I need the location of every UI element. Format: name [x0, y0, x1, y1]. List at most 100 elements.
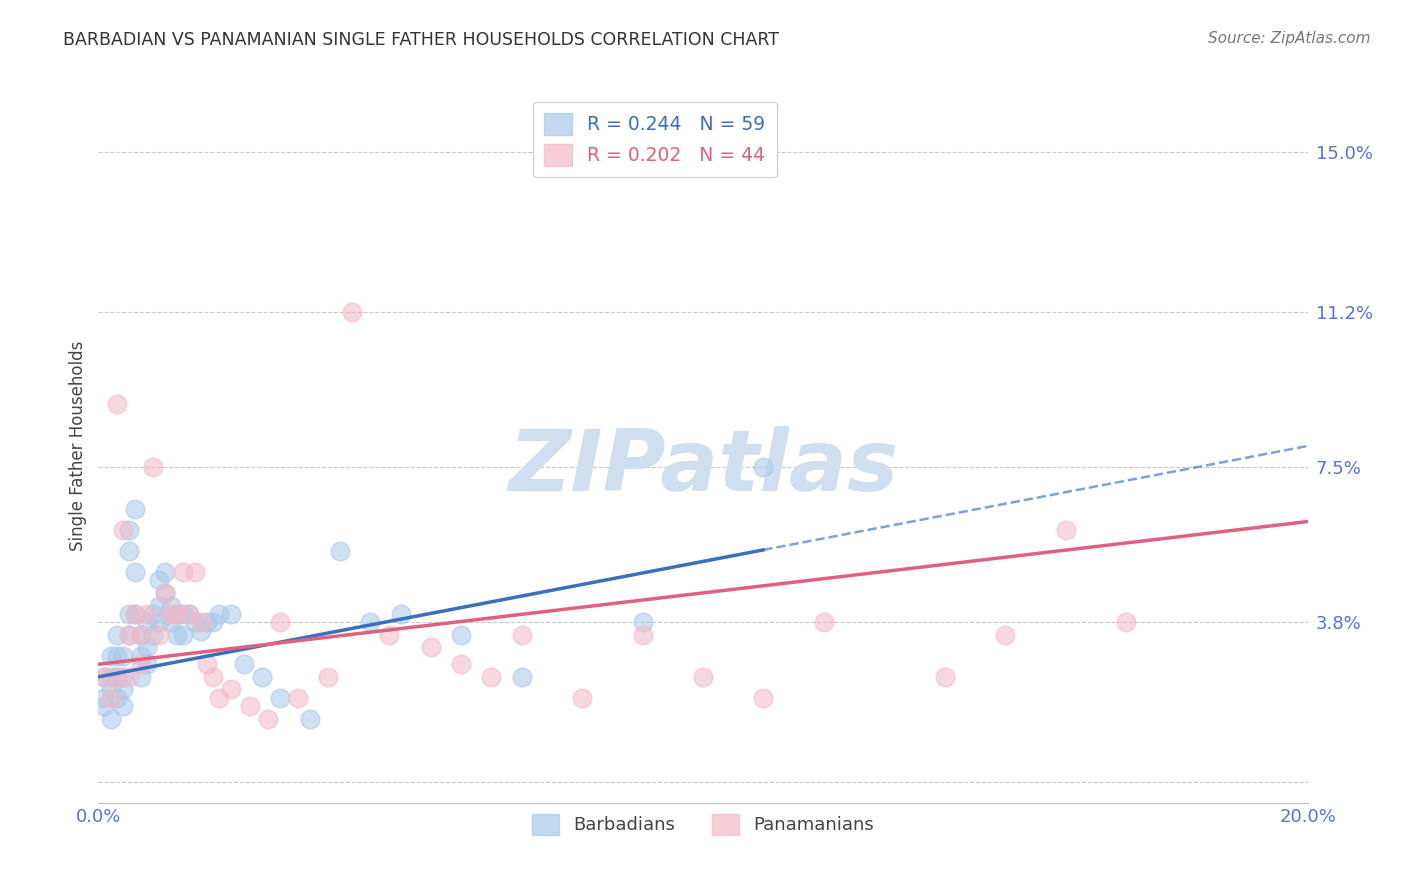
Point — [142, 607, 165, 621]
Point — [269, 615, 291, 630]
Point — [1115, 615, 1137, 630]
Point — [124, 607, 146, 621]
Point — [100, 648, 122, 663]
Point — [135, 615, 157, 630]
Point — [160, 615, 183, 630]
Point — [148, 628, 170, 642]
Point — [129, 648, 152, 663]
Point — [179, 607, 201, 621]
Point — [256, 712, 278, 726]
Point — [239, 699, 262, 714]
Point — [153, 586, 176, 600]
Point — [148, 599, 170, 613]
Point — [287, 690, 309, 705]
Point — [342, 304, 364, 318]
Point — [129, 628, 152, 642]
Point — [232, 657, 254, 672]
Point — [195, 615, 218, 630]
Point — [100, 682, 122, 697]
Point — [93, 690, 115, 705]
Point — [250, 670, 273, 684]
Point — [269, 690, 291, 705]
Point — [93, 670, 115, 684]
Point — [221, 682, 243, 697]
Point — [1054, 523, 1077, 537]
Point — [166, 607, 188, 621]
Point — [202, 615, 225, 630]
Point — [299, 712, 322, 726]
Y-axis label: Single Father Households: Single Father Households — [69, 341, 87, 551]
Point — [118, 607, 141, 621]
Point — [172, 565, 194, 579]
Point — [129, 628, 152, 642]
Point — [360, 615, 382, 630]
Point — [118, 628, 141, 642]
Point — [202, 670, 225, 684]
Point — [93, 670, 115, 684]
Point — [111, 648, 134, 663]
Point — [135, 607, 157, 621]
Point — [316, 670, 339, 684]
Point — [166, 628, 188, 642]
Point — [752, 690, 775, 705]
Legend: Barbadians, Panamanians: Barbadians, Panamanians — [523, 805, 883, 844]
Point — [135, 640, 157, 655]
Point — [172, 628, 194, 642]
Text: ZIPatlas: ZIPatlas — [508, 425, 898, 509]
Point — [124, 565, 146, 579]
Point — [118, 628, 141, 642]
Point — [160, 599, 183, 613]
Point — [129, 657, 152, 672]
Point — [813, 615, 835, 630]
Point — [124, 607, 146, 621]
Point — [142, 460, 165, 475]
Point — [153, 565, 176, 579]
Point — [135, 657, 157, 672]
Point — [93, 699, 115, 714]
Point — [481, 670, 503, 684]
Point — [160, 607, 183, 621]
Point — [105, 648, 128, 663]
Point — [100, 712, 122, 726]
Point — [118, 670, 141, 684]
Point — [692, 670, 714, 684]
Point — [111, 682, 134, 697]
Point — [118, 544, 141, 558]
Point — [190, 615, 212, 630]
Point — [994, 628, 1017, 642]
Point — [105, 670, 128, 684]
Point — [208, 690, 231, 705]
Point — [752, 460, 775, 475]
Text: Source: ZipAtlas.com: Source: ZipAtlas.com — [1208, 31, 1371, 46]
Point — [111, 699, 134, 714]
Point — [420, 640, 443, 655]
Point — [571, 690, 593, 705]
Point — [631, 615, 654, 630]
Point — [329, 544, 352, 558]
Point — [111, 670, 134, 684]
Point — [105, 690, 128, 705]
Point — [221, 607, 243, 621]
Point — [105, 397, 128, 411]
Point — [100, 690, 122, 705]
Point — [166, 607, 188, 621]
Point — [631, 628, 654, 642]
Point — [510, 670, 533, 684]
Point — [148, 615, 170, 630]
Point — [208, 607, 231, 621]
Point — [129, 670, 152, 684]
Point — [190, 624, 212, 638]
Point — [153, 586, 176, 600]
Point — [389, 607, 412, 621]
Text: BARBADIAN VS PANAMANIAN SINGLE FATHER HOUSEHOLDS CORRELATION CHART: BARBADIAN VS PANAMANIAN SINGLE FATHER HO… — [63, 31, 779, 49]
Point — [934, 670, 956, 684]
Point — [184, 565, 207, 579]
Point — [172, 607, 194, 621]
Point — [124, 502, 146, 516]
Point — [142, 628, 165, 642]
Point — [377, 628, 399, 642]
Point — [510, 628, 533, 642]
Point — [450, 657, 472, 672]
Point — [184, 615, 207, 630]
Point — [100, 670, 122, 684]
